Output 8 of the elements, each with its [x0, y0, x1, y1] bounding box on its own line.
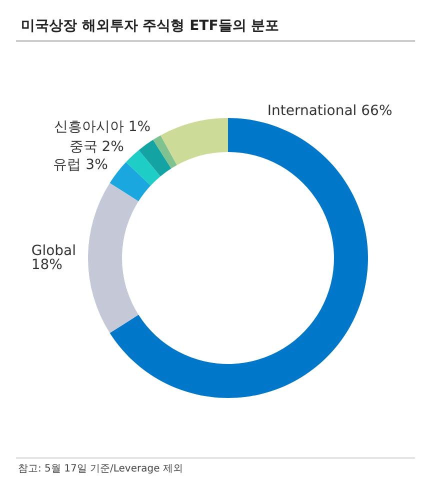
slice-label: Global [31, 243, 76, 259]
slice-label: 중국 2% [69, 139, 124, 156]
text: 참고: 5월 17일 기준/Leverage 제외 [18, 464, 183, 474]
slice-label: 유럽 3% [53, 156, 108, 173]
slice-label: 신흥아시아 1% [54, 119, 151, 136]
chart-title: 미국상장 해외투자 주식형 ETF들의 분포 [21, 18, 280, 34]
slice-label: International 66% [267, 103, 392, 120]
data-label: 18% [31, 257, 62, 273]
